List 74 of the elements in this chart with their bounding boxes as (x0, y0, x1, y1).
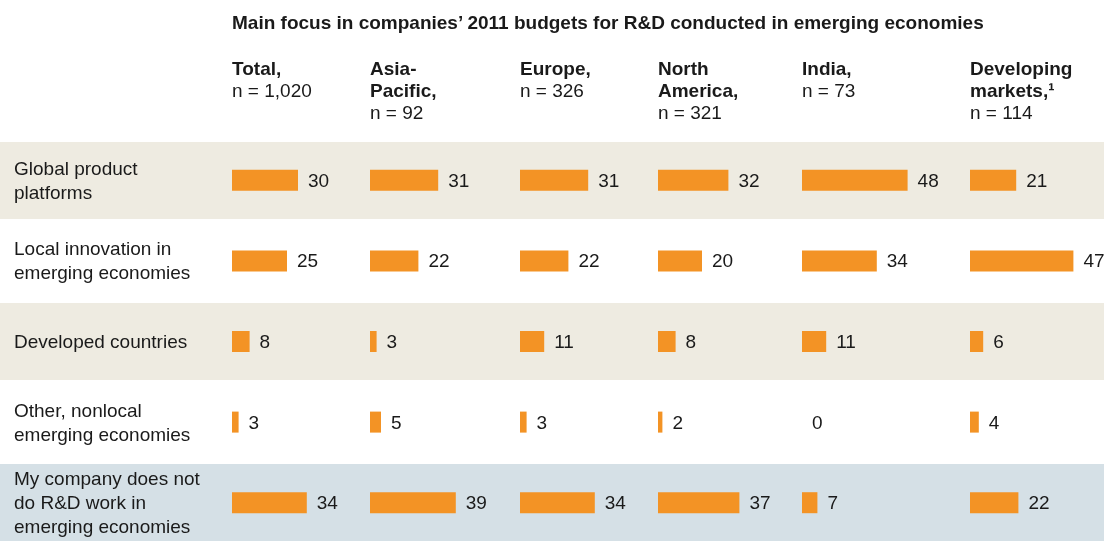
bar (232, 250, 287, 272)
bar (520, 492, 595, 514)
data-label: 34 (604, 492, 627, 514)
bar (520, 331, 545, 352)
data-label: 31 (598, 169, 620, 191)
chart-title: India, (802, 58, 853, 80)
data-label: 11 (554, 331, 574, 352)
data-label: 11 (836, 331, 856, 352)
data-label: 22 (428, 250, 450, 272)
data-label: 3 (248, 411, 260, 433)
chart-title: Europe, (520, 58, 592, 80)
data-label: 22 (578, 250, 600, 272)
y-tick-label: Other, nonlocal emerging economies (14, 399, 191, 445)
bar (520, 250, 569, 272)
data-label: 34 (316, 492, 339, 514)
chart-subtitle: n = 321 (658, 102, 722, 123)
bar (232, 411, 239, 433)
data-label: 3 (386, 331, 398, 352)
bar (970, 250, 1074, 272)
bar (970, 331, 984, 352)
text: Main focus in companies’ 2011 budgets for R&D conducted in emerging economies (232, 12, 984, 34)
chart-subtitle: n = 92 (370, 102, 424, 123)
chart-subtitle: n = 73 (802, 80, 856, 101)
data-label: 0 (812, 411, 823, 433)
data-label: 7 (827, 492, 838, 514)
bar (970, 411, 979, 433)
bar (370, 331, 377, 352)
data-label: 5 (391, 411, 402, 433)
data-label: 34 (886, 250, 909, 272)
bar (232, 331, 250, 352)
y-tick-label: My company does not do R&D work in emerging economies (14, 468, 206, 538)
bar (370, 411, 381, 433)
bar (658, 492, 740, 514)
bar (520, 411, 527, 433)
data-label: 4 (988, 411, 1000, 433)
bar (802, 331, 827, 352)
y-tick-label: Developed countries (14, 331, 188, 352)
data-label: 30 (308, 169, 330, 191)
data-label: 21 (1026, 169, 1048, 191)
data-label: 3 (536, 411, 548, 433)
bar (370, 250, 419, 272)
chart-subtitle: n = 1,020 (232, 80, 312, 101)
bar (658, 169, 729, 191)
data-label: 6 (993, 331, 1004, 352)
bar (970, 169, 1017, 191)
data-label: 22 (1028, 492, 1050, 514)
bar (658, 411, 663, 433)
bar (370, 492, 456, 514)
data-label: 32 (738, 169, 760, 191)
data-label: 31 (448, 169, 470, 191)
data-label: 48 (917, 169, 939, 191)
bar (802, 169, 908, 191)
y-tick-label: Local innovation in emerging economies (14, 238, 191, 284)
bar (370, 169, 439, 191)
bar (970, 492, 1019, 514)
bar (232, 169, 298, 191)
data-label: 8 (259, 331, 271, 352)
data-label: 47 (1083, 250, 1104, 272)
chart-title: Total, (232, 58, 283, 80)
data-label: 37 (749, 492, 771, 514)
chart-subtitle: n = 114 (970, 102, 1033, 123)
data-label: 2 (672, 411, 683, 433)
y-tick-label: Global product platforms (14, 157, 143, 203)
chart-subtitle: n = 326 (520, 80, 584, 101)
data-label: 20 (712, 250, 734, 272)
bar (802, 250, 877, 272)
data-label: 8 (685, 331, 697, 352)
data-label: 25 (297, 250, 319, 272)
data-label: 39 (465, 492, 487, 514)
bar (658, 250, 702, 272)
bar (658, 331, 676, 352)
bar (802, 492, 818, 514)
bar (520, 169, 589, 191)
bar (232, 492, 307, 514)
